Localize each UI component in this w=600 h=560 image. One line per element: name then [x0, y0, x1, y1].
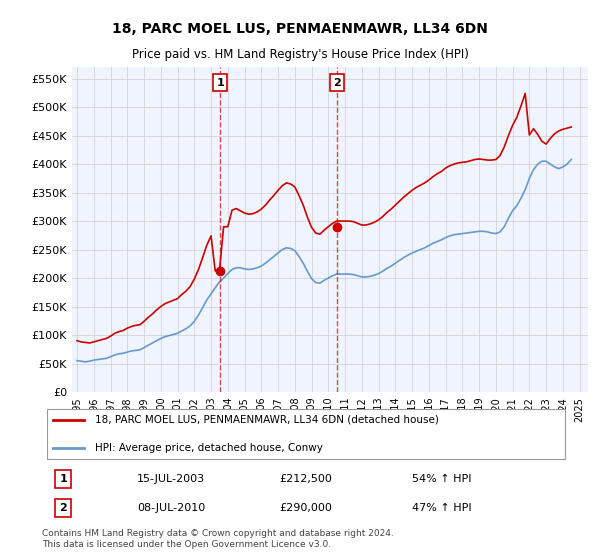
Text: 2: 2: [333, 78, 341, 87]
Text: £212,500: £212,500: [280, 474, 332, 484]
Text: Price paid vs. HM Land Registry's House Price Index (HPI): Price paid vs. HM Land Registry's House …: [131, 48, 469, 60]
Text: 54% ↑ HPI: 54% ↑ HPI: [412, 474, 471, 484]
Text: 15-JUL-2003: 15-JUL-2003: [137, 474, 205, 484]
Text: 18, PARC MOEL LUS, PENMAENMAWR, LL34 6DN: 18, PARC MOEL LUS, PENMAENMAWR, LL34 6DN: [112, 22, 488, 36]
Text: Contains HM Land Registry data © Crown copyright and database right 2024.
This d: Contains HM Land Registry data © Crown c…: [42, 529, 394, 549]
Text: 2: 2: [59, 503, 67, 513]
Text: 1: 1: [216, 78, 224, 87]
Text: £290,000: £290,000: [280, 503, 332, 513]
Text: 18, PARC MOEL LUS, PENMAENMAWR, LL34 6DN (detached house): 18, PARC MOEL LUS, PENMAENMAWR, LL34 6DN…: [95, 415, 439, 425]
Text: 08-JUL-2010: 08-JUL-2010: [137, 503, 205, 513]
Text: 47% ↑ HPI: 47% ↑ HPI: [412, 503, 471, 513]
Text: 1: 1: [59, 474, 67, 484]
FancyBboxPatch shape: [47, 409, 565, 459]
Text: HPI: Average price, detached house, Conwy: HPI: Average price, detached house, Conw…: [95, 443, 323, 453]
